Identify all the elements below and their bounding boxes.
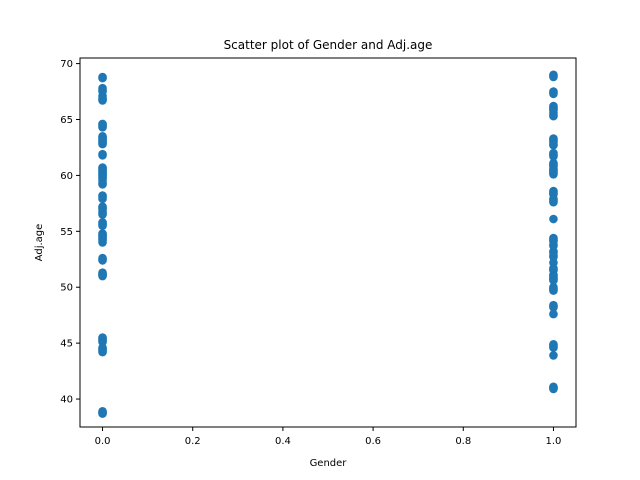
scatter-point <box>549 106 558 115</box>
x-tick-label: 0.6 <box>365 436 381 447</box>
scatter-point <box>98 150 107 160</box>
scatter-point <box>98 202 107 212</box>
plot-area-frame <box>79 57 577 428</box>
scatter-point <box>98 73 107 83</box>
x-axis-label: Gender <box>310 458 348 469</box>
scatter-point <box>98 95 107 104</box>
y-tick-label: 60 <box>60 171 73 182</box>
y-axis-ticks: 40 45 50 55 60 65 70 <box>60 59 80 406</box>
scatter-point <box>98 209 107 218</box>
scatter-point <box>549 284 558 293</box>
x-tick-label: 1.0 <box>546 436 562 447</box>
scatter-point <box>98 408 107 417</box>
scatter-point <box>549 351 558 360</box>
scatter-point <box>549 136 558 146</box>
scatter-point <box>98 347 107 357</box>
scatter-point <box>549 235 558 245</box>
x-axis-ticks: 0.0 0.2 0.4 0.6 0.8 1.0 <box>95 427 562 447</box>
y-tick-label: 65 <box>60 115 73 126</box>
chart-title: Scatter plot of Gender and Adj.age <box>224 38 433 52</box>
scatter-point <box>98 233 107 243</box>
scatter-point <box>98 178 107 188</box>
scatter-point <box>549 301 558 311</box>
y-tick-label: 45 <box>60 339 73 350</box>
scatter-point <box>98 337 107 347</box>
scatter-point <box>549 263 558 273</box>
scatter-point <box>98 86 107 95</box>
y-tick-label: 55 <box>60 227 73 238</box>
y-tick-label: 70 <box>60 59 73 70</box>
scatter-point <box>98 172 107 181</box>
scatter-point <box>549 166 558 176</box>
scatter-point <box>549 148 558 158</box>
y-axis-label: Adj.age <box>34 224 45 262</box>
scatter-point <box>549 248 558 257</box>
scatter-point <box>98 191 107 200</box>
scatter-point <box>98 136 107 146</box>
scatter-point <box>549 194 558 204</box>
scatter-point <box>549 88 558 97</box>
scatter-point <box>549 214 558 224</box>
scatter-point <box>98 270 107 280</box>
scatter-point <box>98 253 107 263</box>
x-tick-label: 0.0 <box>95 436 111 447</box>
scatter-point <box>549 71 558 81</box>
scatter-point <box>549 272 558 282</box>
data-points <box>98 70 558 418</box>
x-tick-label: 0.2 <box>185 436 201 447</box>
scatter-point <box>549 341 558 350</box>
y-tick-label: 50 <box>60 283 73 294</box>
y-tick-label: 40 <box>60 395 73 406</box>
x-tick-label: 0.4 <box>275 436 291 447</box>
scatter-point <box>549 383 558 393</box>
scatter-point <box>98 119 107 129</box>
x-tick-label: 0.8 <box>455 436 471 447</box>
scatter-point <box>549 309 558 319</box>
scatter-point <box>98 220 107 229</box>
